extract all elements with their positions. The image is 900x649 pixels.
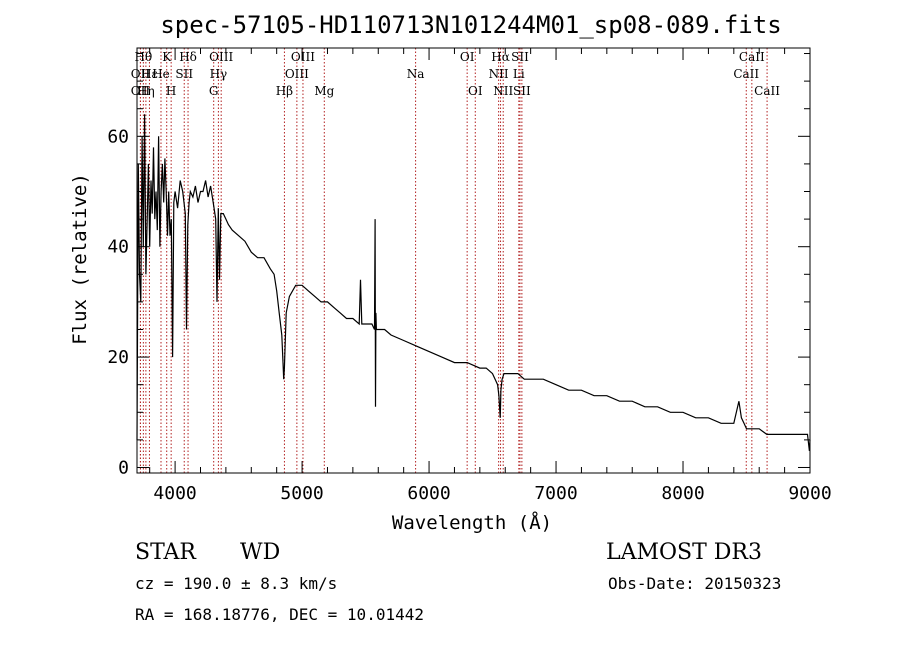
obs-date-text: Obs-Date: 20150323 bbox=[608, 574, 781, 593]
y-axis-title: Flux (relative) bbox=[69, 173, 91, 345]
line-label-17: Na bbox=[407, 67, 425, 81]
x-tick-label-5: 9000 bbox=[788, 483, 831, 504]
plot-frame bbox=[136, 47, 811, 474]
line-label-6: K bbox=[162, 50, 172, 64]
y-tick-label-3: 60 bbox=[107, 126, 129, 147]
line-label-3: Hη bbox=[137, 84, 155, 98]
object-subclass: WD bbox=[240, 540, 280, 565]
line-label-9: Hδ bbox=[179, 50, 197, 64]
spectral-line-markers bbox=[139, 48, 768, 473]
line-label-16: Mg bbox=[314, 84, 334, 98]
line-label-7: H bbox=[166, 84, 176, 98]
line-label-0: OII bbox=[131, 67, 151, 81]
line-label-12: OIII bbox=[209, 50, 233, 64]
line-label-11: Hγ bbox=[210, 67, 228, 81]
x-tick-label-0: 4000 bbox=[153, 483, 196, 504]
coords-text: RA = 168.18776, DEC = 10.01442 bbox=[135, 605, 424, 624]
line-label-19: OI bbox=[468, 84, 483, 98]
line-label-20: NII bbox=[489, 67, 509, 81]
line-label-23: Li bbox=[513, 67, 525, 81]
x-axis-title: Wavelength (Å) bbox=[392, 511, 552, 534]
line-label-25: SII bbox=[513, 84, 531, 98]
axis-ticks: 4000 5000 6000 7000 8000 9000 0 20 40 60 bbox=[107, 48, 832, 504]
spectrum-series bbox=[136, 114, 811, 451]
survey-name: LAMOST DR3 bbox=[606, 540, 762, 565]
spectral-line-labels: OIIOIIHθHηHεHeKHSIIHδGHγOIIIHβOIIIOIIIMg… bbox=[131, 50, 780, 98]
line-label-15: OIII bbox=[291, 50, 315, 64]
y-tick-label-2: 40 bbox=[107, 237, 129, 258]
line-label-1: OII bbox=[131, 84, 151, 98]
line-label-26: CaII bbox=[733, 67, 759, 81]
line-label-13: Hβ bbox=[276, 84, 293, 98]
line-label-4: Hε bbox=[141, 67, 158, 81]
chart-title: spec-57105-HD110713N101244M01_sp08-089.f… bbox=[160, 11, 781, 39]
line-label-24: SII bbox=[511, 50, 529, 64]
y-tick-label-0: 0 bbox=[118, 457, 129, 478]
line-label-8: SII bbox=[175, 67, 193, 81]
line-label-14: OIII bbox=[285, 67, 309, 81]
line-label-21: Hα bbox=[491, 50, 510, 64]
redshift-text: cz = 190.0 ± 8.3 km/s bbox=[135, 574, 337, 593]
line-label-28: CaII bbox=[754, 84, 780, 98]
line-label-22: NII bbox=[493, 84, 513, 98]
x-tick-label-1: 5000 bbox=[280, 483, 323, 504]
x-tick-label-2: 6000 bbox=[407, 483, 450, 504]
line-label-10: G bbox=[209, 84, 219, 98]
object-class: STAR bbox=[135, 540, 197, 565]
x-tick-label-3: 7000 bbox=[534, 483, 577, 504]
line-label-27: CaII bbox=[739, 50, 765, 64]
y-tick-label-1: 20 bbox=[107, 347, 129, 368]
x-tick-label-4: 8000 bbox=[661, 483, 704, 504]
line-label-5: He bbox=[152, 67, 170, 81]
line-label-18: OI bbox=[460, 50, 475, 64]
